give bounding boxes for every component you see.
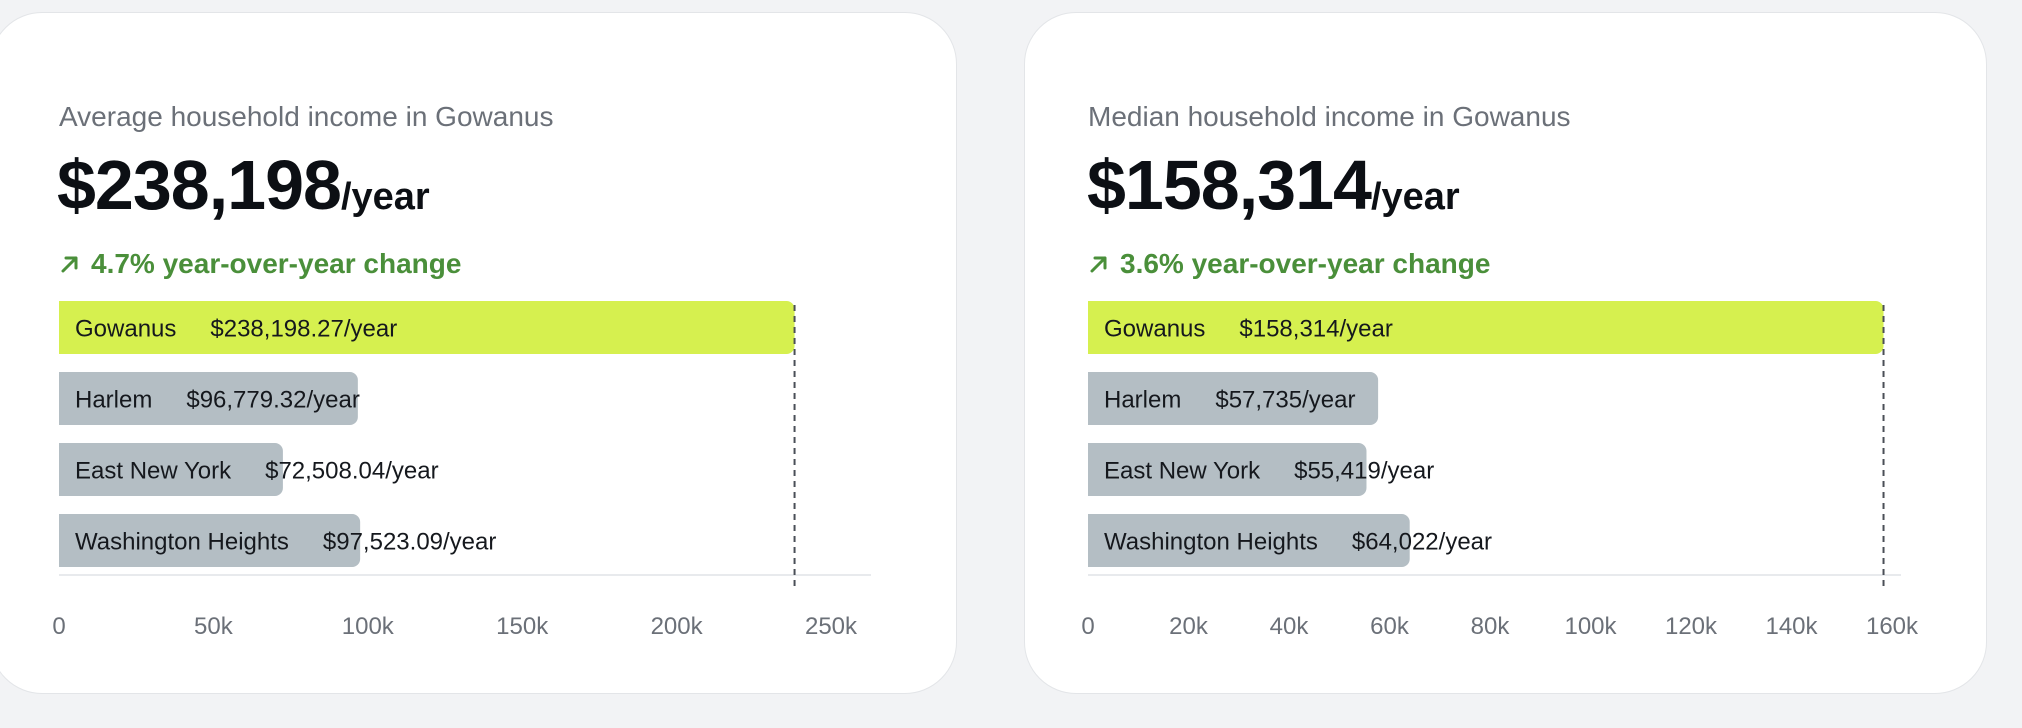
bar-value-label: $55,419/year (1294, 458, 1434, 485)
x-tick-label: 120k (1665, 613, 1718, 640)
yoy-change: 3.6% year-over-year change (1088, 248, 1490, 280)
x-tick-label: 100k (1564, 613, 1617, 640)
bar-category-label: Washington Heights (75, 529, 289, 556)
x-tick-label: 100k (342, 613, 395, 640)
x-tick-label: 20k (1169, 613, 1209, 640)
bar-category-label: Harlem (75, 387, 152, 414)
bar-value-label: $72,508.04/year (265, 458, 438, 485)
bar-category-label: East New York (75, 458, 232, 485)
bar-washington-heights (59, 514, 361, 567)
x-tick-label: 140k (1765, 613, 1818, 640)
income-card-median: Median household income in Gowanus $158,… (1024, 12, 1987, 694)
bar-left-edge (1088, 514, 1098, 567)
x-tick-label: 150k (496, 613, 549, 640)
bar-category-label: East New York (1104, 458, 1261, 485)
bar-washington-heights (1088, 514, 1410, 567)
arrow-up-right-icon (1090, 256, 1107, 273)
bar-value-label: $158,314/year (1239, 316, 1392, 343)
bar-left-edge (1088, 301, 1098, 354)
bar-harlem (59, 372, 358, 425)
bar-category-label: Washington Heights (1104, 529, 1318, 556)
bar-gowanus (59, 301, 795, 354)
bar-east-new-york (1088, 443, 1367, 496)
x-tick-label: 50k (194, 613, 234, 640)
headline-value: $238,198/year (57, 145, 430, 225)
x-tick-label: 80k (1471, 613, 1511, 640)
bar-chart-average-income: Gowanus $238,198.27/year Harlem $96,779.32/… (52, 301, 871, 640)
income-unit: /year (340, 176, 430, 218)
income-value: $158,314 (1087, 146, 1372, 224)
income-value: $238,198 (57, 146, 342, 224)
income-card-average: Average household income in Gowanus $238… (0, 12, 957, 694)
bar-value-label: $238,198.27/year (210, 316, 397, 343)
arrow-up-right-icon (61, 256, 78, 273)
bar-gowanus (1088, 301, 1884, 354)
x-tick-label: 200k (651, 613, 704, 640)
bar-harlem (1088, 372, 1379, 425)
income-unit: /year (1370, 176, 1460, 218)
bar-value-label: $97,523.09/year (323, 529, 496, 556)
bar-category-label: Gowanus (1104, 316, 1205, 343)
bar-left-edge (1088, 443, 1098, 496)
bar-left-edge (59, 301, 69, 354)
bar-east-new-york (59, 443, 283, 496)
yoy-change: 4.7% year-over-year change (59, 248, 461, 280)
bar-category-label: Harlem (1104, 387, 1181, 414)
x-tick-label: 0 (1081, 613, 1094, 640)
yoy-change-text: 4.7% year-over-year change (91, 248, 462, 279)
yoy-change-text: 3.6% year-over-year change (1120, 248, 1491, 279)
bar-left-edge (59, 372, 69, 425)
bar-value-label: $64,022/year (1352, 529, 1492, 556)
bar-value-label: $57,735/year (1215, 387, 1355, 414)
headline-value: $158,314/year (1087, 145, 1460, 225)
x-tick-label: 40k (1270, 613, 1310, 640)
card-subtitle: Median household income in Gowanus (1088, 101, 1571, 132)
bar-category-label: Gowanus (75, 316, 176, 343)
x-tick-label: 60k (1370, 613, 1410, 640)
bar-value-label: $96,779.32/year (186, 387, 359, 414)
card-subtitle: Average household income in Gowanus (59, 101, 554, 132)
x-tick-label: 0 (52, 613, 65, 640)
x-tick-label: 160k (1866, 613, 1919, 640)
bar-left-edge (1088, 372, 1098, 425)
bar-left-edge (59, 443, 69, 496)
bar-left-edge (59, 514, 69, 567)
bar-chart-median-income: Gowanus $158,314/year Harlem $57,735/year Ea… (1081, 301, 1919, 640)
x-tick-label: 250k (805, 613, 858, 640)
